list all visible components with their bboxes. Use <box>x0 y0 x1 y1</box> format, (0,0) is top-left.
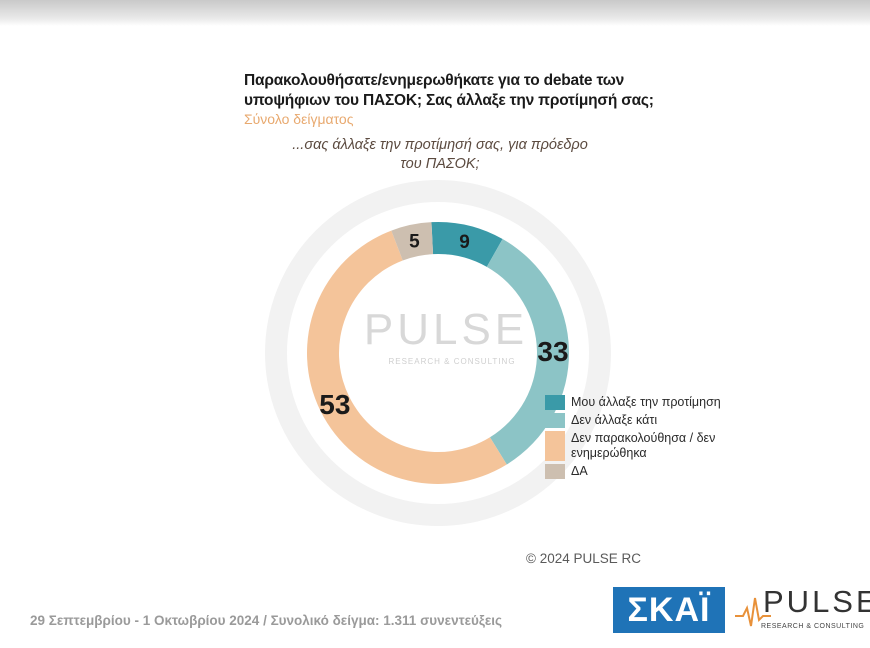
pulse-logo-word: PULSE <box>763 584 870 619</box>
data-label: 9 <box>459 232 470 253</box>
donut-slices <box>265 180 611 526</box>
watermark: PULSE RESEARCH & CONSULTING <box>364 305 528 366</box>
top-bar <box>0 0 870 26</box>
donut-slice <box>307 230 507 484</box>
chart-subtitle: Σύνολο δείγματος <box>244 111 354 127</box>
donut-slice <box>431 221 503 267</box>
legend-label: Δεν άλλαξε κάτι <box>571 413 658 427</box>
skai-logo: ΣΚΑΪ <box>613 587 725 633</box>
legend-swatch <box>545 395 565 410</box>
legend-label: Μου άλλαξε την προτίμηση <box>571 395 721 409</box>
data-label: 53 <box>319 389 350 420</box>
legend-item: ΔΑ <box>545 464 725 479</box>
legend-label: Δεν παρακολούθησα / δεν ενημερώθηκα <box>571 431 716 460</box>
donut-labels: 9 33 53 5 <box>319 231 568 419</box>
data-label: 33 <box>537 336 568 367</box>
pulse-logo-tagline: RESEARCH & CONSULTING <box>761 623 865 630</box>
donut-slice <box>391 222 434 261</box>
legend-item: Δεν παρακολούθησα / δεν ενημερώθηκα <box>545 431 725 461</box>
legend-item: Μου άλλαξε την προτίμηση <box>545 395 725 410</box>
data-label: 5 <box>409 231 420 252</box>
watermark-brand: PULSE <box>364 305 528 354</box>
chart-title: Παρακολουθήσατε/ενημερωθήκατε για το deb… <box>244 72 654 109</box>
watermark-tagline: RESEARCH & CONSULTING <box>388 357 515 366</box>
chart-question: ...σας άλλαξε την προτίμησή σας, για πρό… <box>292 137 588 172</box>
donut-halo <box>265 180 611 526</box>
chart-legend: Μου άλλαξε την προτίμηση Δεν άλλαξε κάτι Δ… <box>545 395 725 482</box>
legend-label: ΔΑ <box>571 464 588 478</box>
copyright: © 2024 PULSE RC <box>526 551 642 566</box>
pulse-logo: PULSE RESEARCH & CONSULTING <box>733 584 870 636</box>
legend-swatch <box>545 464 565 479</box>
footer-info: 29 Σεπτεμβρίου - 1 Οκτωβρίου 2024 / Συνο… <box>30 613 503 628</box>
legend-swatch <box>545 413 565 428</box>
legend-swatch <box>545 431 565 461</box>
pulse-wave-icon <box>735 597 771 627</box>
legend-item: Δεν άλλαξε κάτι <box>545 413 725 428</box>
